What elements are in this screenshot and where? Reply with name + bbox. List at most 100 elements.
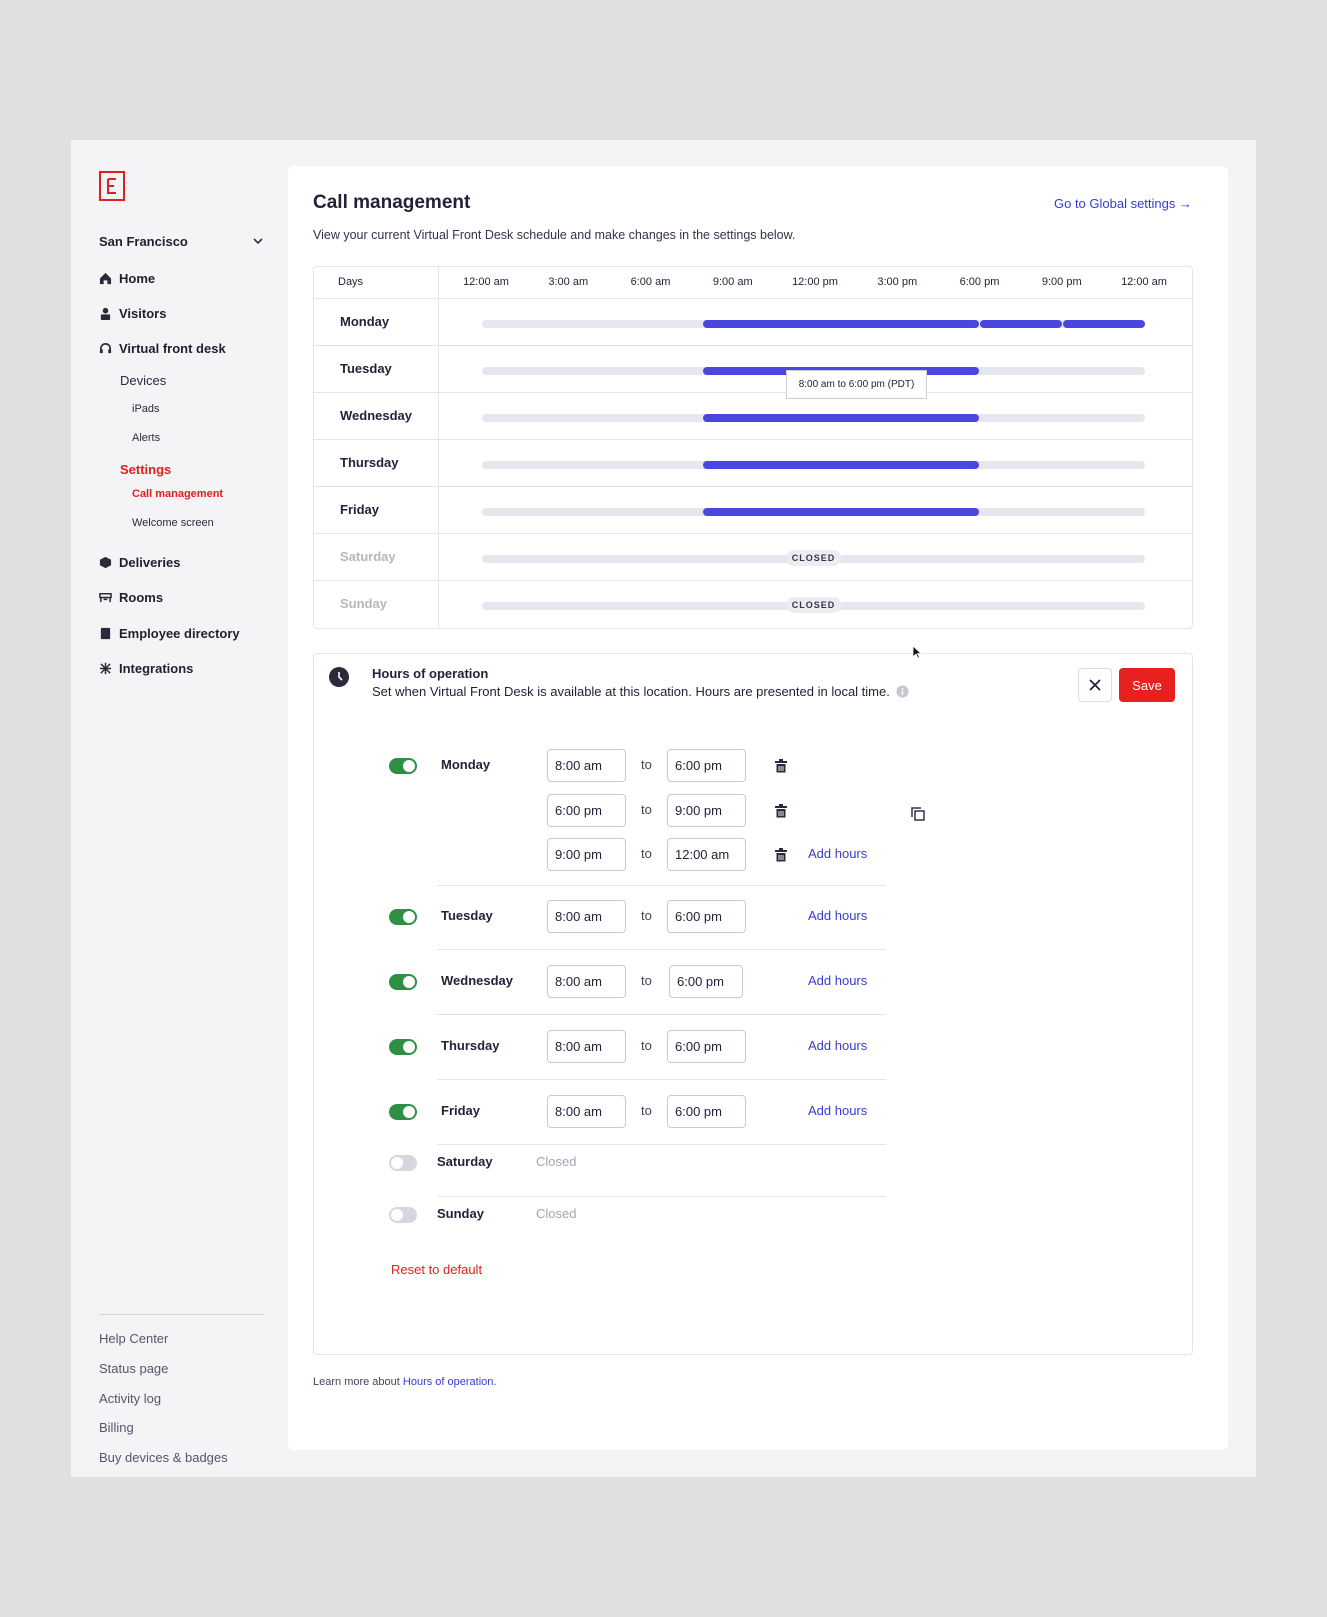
toggle-wednesday[interactable] [389, 974, 417, 990]
schedule-segment[interactable] [703, 414, 980, 422]
add-hours-link[interactable]: Add hours [808, 1103, 868, 1118]
start-time-input[interactable]: 6:00 pm [547, 794, 626, 827]
save-button[interactable]: Save [1119, 668, 1175, 702]
nav-virtual-front-desk[interactable]: Virtual front desk [99, 338, 226, 358]
integrations-icon [99, 662, 112, 674]
schedule-segment[interactable] [1063, 320, 1145, 328]
nav-integrations-label: Integrations [119, 660, 194, 676]
start-time-input[interactable]: 8:00 am [547, 749, 626, 782]
toggle-knob [403, 760, 415, 772]
reset-to-default-link[interactable]: Reset to default [391, 1262, 483, 1277]
toggle-saturday[interactable] [389, 1155, 417, 1171]
add-hours-link[interactable]: Add hours [808, 1038, 868, 1053]
nav-employee-directory[interactable]: Employee directory [99, 623, 240, 643]
end-time-input[interactable]: 6:00 pm [667, 749, 746, 782]
end-time-input[interactable]: 6:00 pm [667, 1030, 746, 1063]
footer-status-page[interactable]: Status page [99, 1361, 169, 1376]
time-tick-label: 9:00 pm [1041, 276, 1082, 288]
sidebar-divider [99, 1314, 264, 1315]
start-time-input[interactable]: 8:00 am [547, 1030, 626, 1063]
footer-activity-log[interactable]: Activity log [99, 1391, 162, 1406]
end-time-input[interactable]: 12:00 am [667, 838, 746, 871]
hours-of-operation-link[interactable]: Hours of operation [402, 1376, 494, 1388]
schedule-segment[interactable] [703, 461, 980, 469]
schedule-row-wednesday: Wednesday [314, 393, 1192, 440]
schedule-tooltip: 8:00 am to 6:00 pm (PDT) [786, 370, 927, 399]
learn-more-prefix: Learn more about [313, 1376, 403, 1388]
time-tick-label: 3:00 am [548, 276, 589, 288]
days-column-label: Days [338, 276, 364, 288]
start-time-input[interactable]: 8:00 am [547, 965, 626, 998]
nav-home[interactable]: Home [99, 268, 155, 288]
day-label-sunday: Sunday [437, 1206, 484, 1221]
headset-icon [99, 342, 112, 353]
trash-icon[interactable] [774, 848, 788, 862]
toggle-knob [403, 1041, 415, 1053]
end-time-input[interactable]: 6:00 pm [667, 900, 746, 933]
nav-settings[interactable]: Settings [120, 462, 172, 477]
schedule-overview: Days 12:00 am 3:00 am 6:00 am 9:00 am 12:00 … [313, 266, 1193, 629]
chevron-down-icon [253, 238, 263, 245]
add-hours-link[interactable]: Add hours [808, 908, 868, 923]
nav-integrations[interactable]: Integrations [99, 658, 193, 678]
end-time-input[interactable]: 9:00 pm [667, 794, 746, 827]
end-time-input[interactable]: 6:00 pm [667, 1095, 746, 1128]
toggle-knob [403, 911, 415, 923]
nav-devices[interactable]: Devices [120, 373, 167, 388]
start-time-input[interactable]: 9:00 pm [547, 838, 626, 871]
nav-ipads[interactable]: iPads [132, 403, 160, 415]
row-separator [437, 885, 886, 886]
schedule-track: CLOSED [482, 597, 1145, 613]
nav-call-management[interactable]: Call management [132, 488, 224, 500]
footer-buy-devices[interactable]: Buy devices & badges [99, 1450, 228, 1465]
nav-employee-directory-label: Employee directory [119, 625, 240, 641]
day-label-friday: Friday [441, 1103, 481, 1118]
end-time-input[interactable]: 6:00 pm [669, 965, 743, 998]
page-title: Call management [313, 192, 471, 213]
schedule-segment[interactable] [703, 320, 980, 328]
toggle-tuesday[interactable] [389, 909, 417, 925]
schedule-day-label: Tuesday [340, 361, 392, 376]
envoy-logo-icon[interactable] [99, 171, 125, 201]
schedule-row-monday: Monday [314, 299, 1192, 346]
nav-rooms[interactable]: Rooms [99, 587, 163, 607]
nav-welcome-screen[interactable]: Welcome screen [132, 517, 214, 529]
copy-icon[interactable] [910, 806, 926, 822]
schedule-segment[interactable] [703, 508, 980, 516]
trash-icon[interactable] [774, 759, 788, 773]
rooms-icon [99, 592, 112, 602]
close-button[interactable] [1078, 668, 1112, 702]
footer-help-center[interactable]: Help Center [99, 1331, 169, 1346]
main-card: Call management Go to Global settings → … [288, 166, 1228, 1450]
toggle-monday[interactable] [389, 758, 417, 774]
time-tick-label: 12:00 am [463, 276, 509, 288]
add-hours-link[interactable]: Add hours [808, 846, 868, 861]
start-time-input[interactable]: 8:00 am [547, 900, 626, 933]
toggle-friday[interactable] [389, 1104, 417, 1120]
add-hours-link[interactable]: Add hours [808, 973, 868, 988]
trash-icon[interactable] [774, 804, 788, 818]
nav-alerts[interactable]: Alerts [132, 432, 161, 444]
row-separator [437, 1196, 886, 1197]
schedule-day-label: Sunday [340, 596, 387, 611]
global-settings-link[interactable]: Go to Global settings → [1053, 196, 1192, 211]
schedule-day-label: Wednesday [340, 408, 413, 423]
toggle-sunday[interactable] [389, 1207, 417, 1223]
nav-visitors-label: Visitors [119, 305, 167, 321]
footer-billing[interactable]: Billing [99, 1420, 134, 1435]
schedule-segment[interactable] [980, 320, 1063, 328]
start-time-input[interactable]: 8:00 am [547, 1095, 626, 1128]
toggle-thursday[interactable] [389, 1039, 417, 1055]
time-tick-label: 12:00 am [1121, 276, 1167, 288]
schedule-track [482, 461, 1145, 469]
nav-visitors[interactable]: Visitors [99, 303, 166, 323]
info-icon[interactable] [896, 685, 909, 698]
learn-more-suffix: . [493, 1376, 497, 1388]
schedule-day-label: Thursday [340, 455, 399, 470]
schedule-track [482, 320, 1145, 328]
closed-badge: CLOSED [785, 597, 842, 613]
schedule-row-sunday: Sunday CLOSED [314, 581, 1192, 628]
nav-deliveries[interactable]: Deliveries [99, 552, 180, 572]
location-selector[interactable]: San Francisco [99, 230, 264, 252]
schedule-track [482, 414, 1145, 422]
